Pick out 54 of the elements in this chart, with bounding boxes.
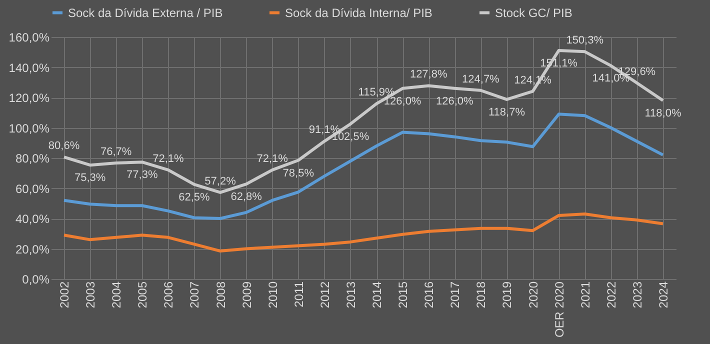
x-tick-label: 2021 — [578, 281, 592, 308]
x-tick-label: 2002 — [58, 281, 72, 308]
legend-label: Sock da Dívida Interna/ PIB — [285, 6, 432, 20]
x-tick-label: 2014 — [370, 281, 384, 308]
data-label: 127,8% — [410, 68, 448, 81]
y-tick-label: 0,0% — [22, 272, 50, 286]
x-tick-label: 2016 — [422, 281, 436, 308]
x-tick-label: 2013 — [344, 281, 358, 308]
x-tick-label: 2015 — [396, 281, 410, 308]
data-label: 124,7% — [462, 73, 500, 86]
x-tick-label: 2003 — [84, 281, 98, 308]
data-label: 57,2% — [204, 175, 236, 188]
data-label: 77,3% — [126, 169, 158, 182]
data-label: 76,7% — [100, 146, 132, 158]
y-tick-label: 160,0% — [8, 30, 50, 44]
x-tick-label: 2020 — [526, 281, 540, 308]
x-tick-label: 2007 — [188, 281, 202, 308]
x-tick-label: 2012 — [318, 281, 332, 308]
legend-label: Stock GC/ PIB — [495, 6, 572, 20]
y-tick-label: 140,0% — [8, 60, 50, 75]
x-tick-label: OER 2020 — [552, 281, 566, 338]
y-tick-label: 100,0% — [8, 121, 50, 136]
data-label: 62,8% — [230, 191, 262, 204]
x-tick-label: 2023 — [630, 281, 644, 308]
x-tick-label: 2009 — [240, 281, 254, 308]
data-label: 62,5% — [178, 191, 210, 204]
y-tick-label: 120,0% — [8, 91, 50, 105]
data-label: 72,1% — [152, 152, 184, 165]
line-series — [62, 212, 664, 253]
x-tick-label: 2008 — [214, 281, 228, 308]
data-label: 75,3% — [74, 172, 106, 184]
legend-label: Sock da Dívida Externa / PIB — [68, 6, 223, 20]
data-label: 80,6% — [48, 140, 80, 152]
x-tick-label: 2019 — [500, 281, 514, 308]
y-tick-label: 80,0% — [15, 152, 50, 166]
data-label: 118,0% — [644, 108, 682, 120]
data-label: 72,1% — [256, 152, 288, 165]
x-tick-label: 2011 — [292, 281, 306, 308]
data-label: 150,3% — [566, 34, 604, 47]
x-tick-label: 2006 — [162, 281, 176, 308]
x-tick-label: 2004 — [110, 281, 124, 308]
x-tick-label: 2018 — [474, 281, 488, 308]
x-tick-label: 2022 — [604, 281, 618, 308]
data-label: 118,7% — [488, 106, 526, 118]
y-tick-label: 40,0% — [15, 212, 50, 226]
x-tick-label: 2010 — [266, 281, 280, 308]
x-tick-label: 2017 — [448, 281, 462, 308]
data-label: 78,5% — [282, 167, 314, 180]
data-label: 126,0% — [384, 95, 422, 108]
data-label: 126,0% — [436, 95, 474, 108]
x-tick-label: 2005 — [136, 281, 150, 308]
y-tick-label: 60,0% — [15, 182, 50, 196]
y-tick-label: 20,0% — [15, 242, 50, 256]
x-tick-label: 2024 — [656, 281, 670, 308]
